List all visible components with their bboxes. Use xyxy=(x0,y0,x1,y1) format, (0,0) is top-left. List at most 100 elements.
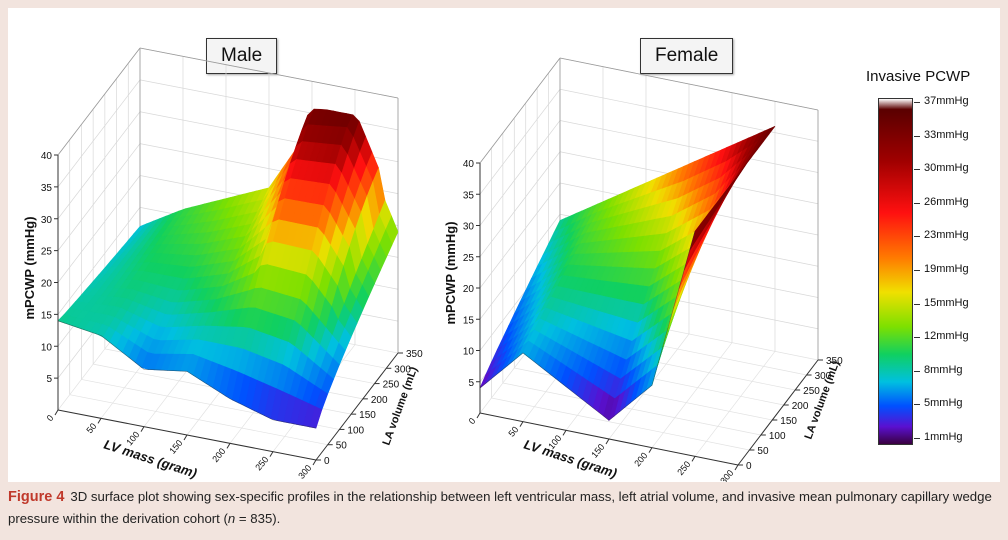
undefined-gridline xyxy=(479,182,561,289)
undefined-x-tick-label: 200 xyxy=(210,446,227,464)
legend-label: 26mmHg xyxy=(924,195,969,208)
undefined-x-tick-label: 300 xyxy=(718,468,735,482)
undefined-x-tick-label: 0 xyxy=(45,413,56,423)
undefined-x-tick xyxy=(269,451,274,457)
undefined-z-tick-label: 25 xyxy=(463,253,475,264)
legend-label: 15mmHg xyxy=(924,296,969,309)
undefined-gridline xyxy=(479,214,561,320)
legend-tick xyxy=(914,438,920,439)
legend-color-bar xyxy=(878,98,913,445)
undefined-x-tick-label: 50 xyxy=(506,425,520,439)
legend-tick xyxy=(914,370,920,372)
undefined-y-tick-label: 200 xyxy=(371,395,388,406)
undefined-x-tick xyxy=(312,459,317,466)
undefined-y-tick-label: 350 xyxy=(826,356,843,367)
undefined-y-tick-label: 100 xyxy=(769,431,786,442)
undefined-x-tick xyxy=(648,447,653,453)
undefined-gridline xyxy=(479,151,561,257)
legend-tick xyxy=(914,270,920,271)
undefined-y-tick-label: 250 xyxy=(803,386,820,397)
undefined-z-tick-label: 30 xyxy=(463,222,475,233)
undefined-x-axis-title: LV mass (gram) xyxy=(522,437,619,481)
figure-panel: Male Female 0 50 100 150 200 250 300 0 50 100 150 2… xyxy=(8,8,1000,482)
undefined-y-axis-line xyxy=(737,359,819,466)
undefined-z-tick-label: 15 xyxy=(41,310,53,321)
undefined-x-tick-label: 200 xyxy=(632,451,649,469)
undefined-z-tick-label: 10 xyxy=(463,347,475,358)
undefined-x-tick xyxy=(97,418,102,424)
undefined-y-tick-label: 300 xyxy=(815,371,832,382)
undefined-gridline xyxy=(57,111,141,219)
legend-label: 12mmHg xyxy=(924,330,969,343)
undefined-z-tick-label: 10 xyxy=(41,342,53,353)
legend-tick xyxy=(914,236,920,238)
undefined-x-tick-label: 150 xyxy=(167,438,184,456)
undefined-z-tick-label: 40 xyxy=(463,159,475,170)
undefined-frame xyxy=(559,57,819,111)
undefined-surface xyxy=(479,126,776,422)
undefined-z-axis-title: mPCWP (mmHg) xyxy=(22,216,37,319)
undefined-y-tick-label: 100 xyxy=(347,425,364,436)
legend-tick xyxy=(914,202,920,204)
undefined-y-tick-label: 300 xyxy=(394,364,411,375)
figure-caption: Figure 4 3D surface plot showing sex-spec… xyxy=(8,486,1002,529)
undefined-y-tick-label: 0 xyxy=(324,456,330,467)
undefined-x-tick-label: 300 xyxy=(296,463,313,481)
undefined-gridline xyxy=(694,351,776,457)
caption-n: n xyxy=(227,511,236,526)
undefined-z-tick-label: 25 xyxy=(41,247,53,258)
legend-tick xyxy=(914,102,920,103)
undefined-gridline xyxy=(57,207,141,315)
legend-tick xyxy=(914,404,920,406)
color-legend: Invasive PCWP 37mmHg 33mmHg 30mmHg 26mmHg 23… xyxy=(866,68,1006,448)
undefined-z-tick-label: 35 xyxy=(463,190,475,201)
undefined-y-axis-line xyxy=(315,352,399,461)
undefined-y-tick-label: 50 xyxy=(336,441,348,452)
undefined-x-tick xyxy=(519,421,524,427)
undefined-x-tick xyxy=(734,464,739,471)
female-chart-title: Female xyxy=(640,38,734,74)
undefined-y-tick-label: 0 xyxy=(746,461,752,472)
undefined-z-tick-label: 5 xyxy=(468,378,474,389)
undefined-x-tick xyxy=(691,456,696,462)
undefined-y-tick-label: 150 xyxy=(780,416,797,427)
undefined-x-tick xyxy=(183,434,188,441)
figure-label: Figure 4 xyxy=(8,489,65,505)
legend-label: 1mmHg xyxy=(924,431,963,443)
undefined-x-tick-label: 250 xyxy=(675,459,692,477)
legend-label: 33mmHg xyxy=(924,128,969,141)
legend-label: 30mmHg xyxy=(924,162,969,175)
undefined-z-tick-label: 15 xyxy=(463,315,475,326)
undefined-z-tick-label: 20 xyxy=(463,284,475,295)
undefined-x-tick xyxy=(140,426,145,432)
legend-label: 23mmHg xyxy=(924,229,969,242)
undefined-x-tick-label: 250 xyxy=(253,455,270,473)
undefined-x-tick xyxy=(605,438,610,445)
undefined-frame xyxy=(479,57,561,164)
undefined-y-tick-label: 50 xyxy=(757,446,769,457)
undefined-gridline xyxy=(479,89,561,195)
undefined-y-tick-label: 350 xyxy=(406,349,423,360)
legend-tick xyxy=(914,337,920,339)
undefined-x-tick xyxy=(562,430,567,436)
legend-tick xyxy=(914,169,920,171)
undefined-y-tick-label: 250 xyxy=(383,380,400,391)
undefined-z-tick-label: 5 xyxy=(46,374,52,385)
undefined-y-axis-title: LA volume (mL) xyxy=(381,365,421,447)
undefined-y-tick-label: 150 xyxy=(359,410,376,421)
undefined-gridline xyxy=(57,175,141,283)
legend-tick xyxy=(914,303,920,305)
undefined-surface xyxy=(57,108,399,429)
undefined-gridline xyxy=(57,79,141,188)
caption-text-1: 3D surface plot showing sex-specific pro… xyxy=(8,489,992,526)
legend-tick xyxy=(914,135,920,137)
undefined-z-tick-label: 20 xyxy=(41,279,53,290)
undefined-x-tick-label: 0 xyxy=(467,416,478,426)
legend-label: 19mmHg xyxy=(924,263,969,275)
legend-label: 37mmHg xyxy=(924,95,969,107)
caption-text-2: = 835). xyxy=(235,511,281,526)
undefined-frame xyxy=(139,47,399,99)
undefined-gridline xyxy=(57,143,141,251)
